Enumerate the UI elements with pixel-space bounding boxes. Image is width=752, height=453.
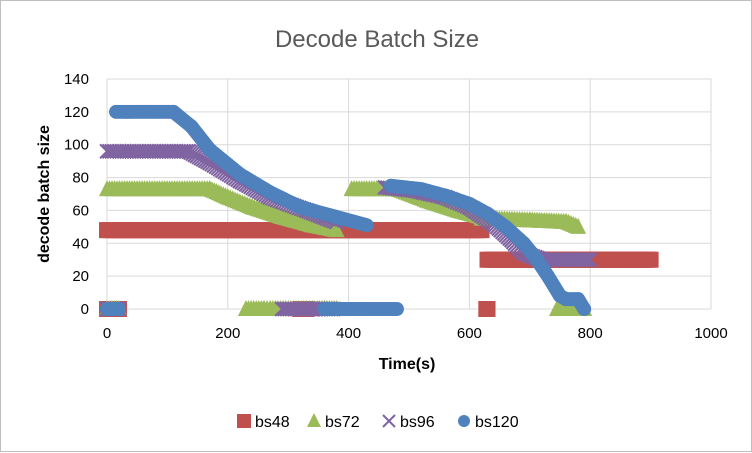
y-tick-label: 120 [64, 104, 89, 121]
legend-item-bs72: bs72 [307, 413, 360, 431]
point-bs120 [112, 302, 127, 316]
point-bs48 [642, 251, 659, 268]
tick-labels: 0 200 400 600 800 1000 0 20 40 60 80 100 120 140 [64, 71, 728, 342]
chart-title: Decode Batch Size [275, 26, 479, 53]
point-bs96 [574, 252, 591, 268]
legend-label-bs120: bs120 [475, 414, 519, 431]
point-bs96 [582, 252, 598, 268]
point-bs96 [579, 252, 596, 268]
x-tick-label: 1000 [694, 325, 727, 342]
legend: bs48 bs72 bs96 bs120 [237, 413, 519, 431]
legend-label-bs48: bs48 [255, 414, 290, 431]
point-bs120 [577, 302, 592, 316]
y-axis-title: decode batch size [36, 125, 53, 263]
y-tick-label: 0 [81, 301, 89, 318]
x-tick-label: 800 [578, 325, 603, 342]
point-bs72 [328, 221, 345, 238]
legend-item-bs48: bs48 [237, 414, 290, 431]
x-tick-label: 0 [103, 325, 111, 342]
legend-marker-bs96 [382, 414, 396, 428]
point-bs96 [577, 252, 593, 268]
point-bs120 [359, 218, 374, 233]
y-tick-label: 100 [64, 137, 89, 154]
y-tick-label: 80 [72, 170, 89, 187]
y-tick-label: 60 [72, 202, 89, 219]
x-tick-label: 400 [336, 325, 361, 342]
point-bs72 [570, 217, 587, 234]
point-bs120 [389, 302, 404, 316]
x-tick-label: 200 [215, 325, 240, 342]
y-tick-label: 140 [64, 71, 89, 88]
legend-item-bs120: bs120 [458, 414, 519, 431]
legend-marker-bs72 [307, 413, 321, 427]
series-bs120 [100, 104, 592, 316]
legend-label-bs96: bs96 [400, 414, 435, 431]
y-tick-label: 20 [72, 268, 89, 285]
x-tick-label: 600 [457, 325, 482, 342]
series-bs48 [99, 222, 659, 317]
point-bs48 [479, 301, 496, 317]
legend-marker-bs48 [237, 414, 251, 428]
x-axis-title: Time(s) [379, 356, 436, 373]
legend-label-bs72: bs72 [325, 414, 360, 431]
legend-marker-bs120 [458, 415, 470, 427]
legend-item-bs96: bs96 [382, 414, 435, 431]
data-marks [99, 104, 659, 317]
y-tick-label: 40 [72, 235, 89, 252]
